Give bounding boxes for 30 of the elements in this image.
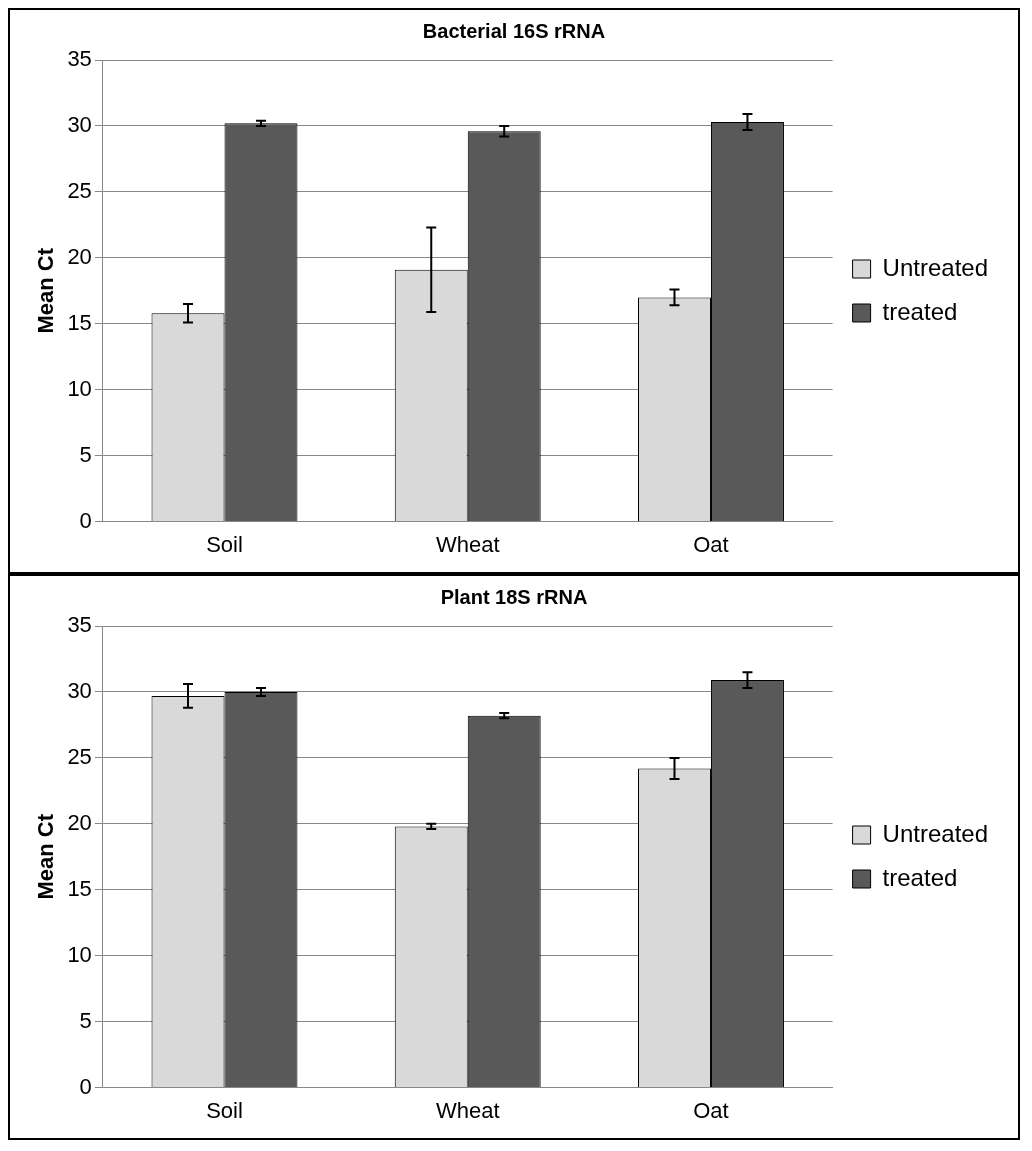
y-axis-title: Mean Ct: [33, 813, 59, 900]
y-tick-label: 10: [67, 375, 92, 401]
y-tick-label: 35: [67, 46, 92, 72]
chart-title: Plant 18S rRNA: [440, 585, 588, 608]
chart-title: Bacterial 16S rRNA: [422, 19, 606, 42]
x-tick-label: Oat: [693, 531, 729, 557]
y-axis-title: Mean Ct: [33, 247, 59, 334]
y-tick-label: 20: [67, 809, 92, 835]
legend-label: Untreated: [882, 253, 989, 281]
y-tick-label: 5: [79, 441, 92, 467]
x-tick-label: Oat: [693, 1097, 729, 1123]
y-tick-label: 0: [79, 1073, 92, 1099]
legend-label: Untreated: [882, 819, 989, 847]
y-tick-label: 35: [67, 612, 92, 638]
y-tick-label: 25: [67, 177, 92, 203]
legend-label: treated: [882, 863, 958, 891]
y-tick-label: 15: [67, 309, 92, 335]
y-tick-label: 20: [67, 243, 92, 269]
legend-label: treated: [882, 297, 958, 325]
y-tick-label: 0: [79, 507, 92, 533]
y-tick-label: 25: [67, 743, 92, 769]
y-tick-label: 5: [79, 1007, 92, 1033]
x-tick-label: Wheat: [435, 531, 500, 557]
x-tick-label: Soil: [206, 531, 243, 557]
y-tick-label: 30: [67, 678, 92, 704]
x-tick-label: Wheat: [435, 1097, 500, 1123]
x-tick-label: Soil: [206, 1097, 243, 1123]
y-tick-label: 15: [67, 875, 92, 901]
y-tick-label: 10: [67, 941, 92, 967]
y-tick-label: 30: [67, 112, 92, 138]
